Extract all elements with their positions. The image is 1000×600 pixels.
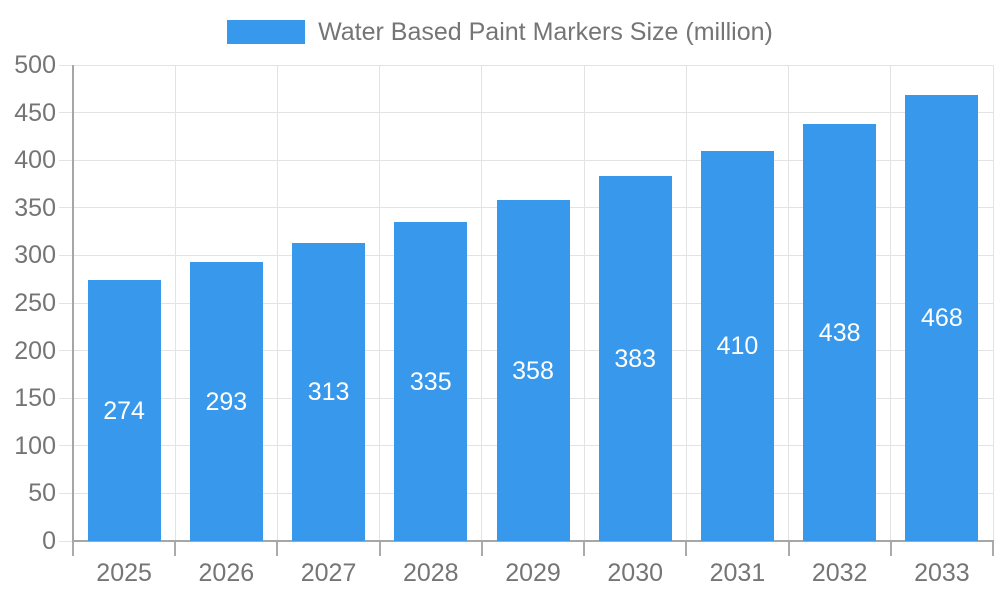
x-gridline xyxy=(481,65,483,541)
bar-value-label: 358 xyxy=(512,356,554,385)
x-tick xyxy=(276,541,279,556)
bar xyxy=(700,150,774,541)
x-tick xyxy=(72,541,74,556)
x-axis-tick-label: 2030 xyxy=(607,559,664,587)
y-tick xyxy=(59,64,73,66)
x-gridline xyxy=(992,65,994,541)
y-axis-tick-label: 0 xyxy=(42,527,56,555)
y-axis-tick-label: 150 xyxy=(14,384,56,413)
y-gridline xyxy=(73,112,993,114)
x-axis-tick-label: 2029 xyxy=(505,559,561,587)
y-axis-tick-label: 500 xyxy=(14,51,56,79)
x-axis-tick-label: 2031 xyxy=(709,559,766,587)
bar-value-label: 274 xyxy=(103,396,145,425)
y-axis-tick-label: 250 xyxy=(14,289,56,317)
y-axis-tick-label: 50 xyxy=(28,479,56,508)
bar-value-label: 313 xyxy=(307,378,350,406)
x-gridline xyxy=(890,65,892,541)
bar-value-label: 335 xyxy=(409,367,452,396)
bar-value-label: 438 xyxy=(818,318,861,347)
x-gridline xyxy=(379,65,381,541)
x-gridline xyxy=(583,65,585,541)
x-axis-tick-label: 2032 xyxy=(811,559,868,587)
x-axis-tick-label: 2026 xyxy=(198,559,255,587)
x-tick xyxy=(992,541,994,556)
bar-value-label: 410 xyxy=(716,331,759,360)
y-tick xyxy=(59,159,73,161)
x-tick xyxy=(378,541,381,556)
y-axis-tick-label: 300 xyxy=(14,241,56,270)
y-axis-tick-label: 200 xyxy=(14,336,56,365)
bar-value-label: 468 xyxy=(921,304,963,333)
y-gridline xyxy=(73,159,993,161)
x-gridline xyxy=(276,65,278,541)
bar xyxy=(394,222,468,541)
x-tick xyxy=(685,541,688,556)
x-axis-tick-label: 2028 xyxy=(402,559,459,587)
legend: Water Based Paint Markers Size (million) xyxy=(0,19,1000,45)
bar xyxy=(189,262,263,541)
x-axis-tick-label: 2033 xyxy=(914,559,970,587)
y-axis-tick-label: 450 xyxy=(14,98,56,127)
y-tick xyxy=(59,207,73,209)
y-tick xyxy=(59,492,73,494)
bar-value-label: 293 xyxy=(205,387,248,416)
x-tick xyxy=(889,541,892,556)
x-axis-line xyxy=(72,540,994,542)
y-axis-tick-label: 400 xyxy=(14,146,56,175)
x-gridline xyxy=(788,65,790,541)
bar-value-label: 383 xyxy=(614,344,657,373)
bar xyxy=(598,176,672,541)
y-tick xyxy=(59,397,73,399)
y-axis-line xyxy=(72,65,74,541)
bar xyxy=(803,124,877,541)
y-tick xyxy=(59,254,73,256)
y-tick xyxy=(59,302,73,304)
x-tick xyxy=(583,541,586,556)
y-tick xyxy=(59,112,73,114)
x-axis-tick-label: 2025 xyxy=(96,559,152,587)
y-axis-tick-label: 100 xyxy=(14,431,56,460)
x-tick xyxy=(174,541,177,556)
bar xyxy=(87,280,161,541)
y-tick xyxy=(59,350,73,352)
y-tick xyxy=(59,445,73,447)
legend-label: Water Based Paint Markers Size (million) xyxy=(318,18,773,46)
x-axis-tick-label: 2027 xyxy=(300,559,357,587)
x-gridline xyxy=(174,65,176,541)
x-tick xyxy=(480,541,483,556)
legend-swatch xyxy=(227,20,306,44)
y-axis-tick-label: 350 xyxy=(14,193,56,222)
y-tick xyxy=(59,540,73,542)
bar xyxy=(905,95,979,541)
x-gridline xyxy=(685,65,687,541)
y-gridline xyxy=(73,64,993,66)
bar xyxy=(292,243,366,541)
bar xyxy=(496,200,570,541)
x-tick xyxy=(787,541,790,556)
